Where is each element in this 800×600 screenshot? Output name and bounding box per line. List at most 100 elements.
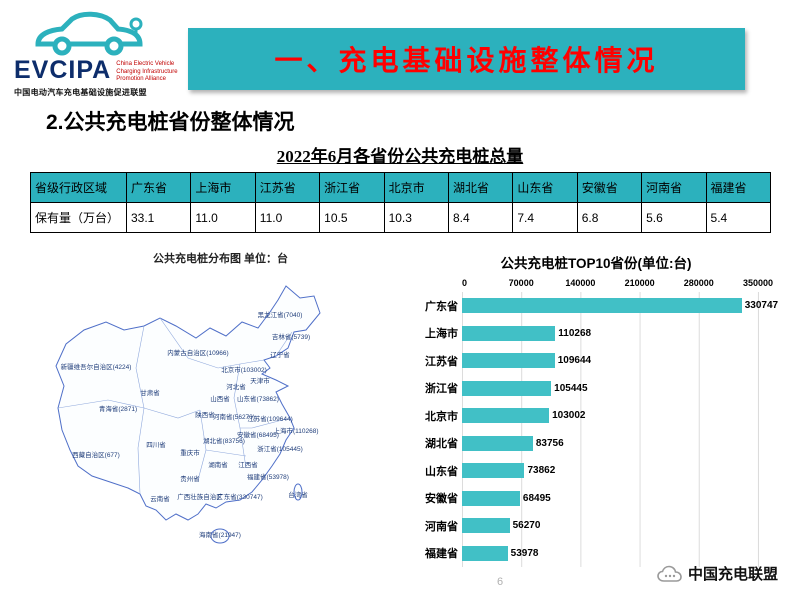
- map-province-label: 贵州省: [180, 475, 200, 483]
- cloud-logo-icon: [657, 565, 682, 582]
- bar-value-label: 110268: [558, 327, 592, 339]
- chart-plot-area: 广东省 330747 上海市 110268 江苏省 109644: [400, 292, 792, 567]
- map-province-label: 台湾省: [288, 491, 308, 499]
- bar-track: 83756: [462, 435, 792, 451]
- china-map-section: 公共充电桩分布图 单位：台: [48, 250, 393, 580]
- table-col-header: 湖北省: [447, 172, 514, 203]
- slide-title-bar: 一、充电基础设施整体情况: [188, 28, 745, 90]
- bar-row: 湖北省 83756: [400, 430, 792, 458]
- section-title: 2.公共充电桩省份整体情况: [46, 111, 295, 134]
- map-province-label: 北京市(103002): [221, 366, 267, 374]
- map-province-label: 海南省(21947): [199, 531, 241, 539]
- map-province-label: 上海市(110268): [273, 427, 319, 435]
- bar-category-label: 上海市: [425, 328, 458, 341]
- logo-chinese-subtitle: 中国电动汽车充电基础设施促进联盟: [14, 87, 147, 97]
- china-map: 黑龙江省(7040) 吉林省(5739) 辽宁省 内蒙古自治区(10966) 北京市(1…: [48, 268, 383, 568]
- bar-category-label: 福建省: [425, 548, 458, 561]
- province-table: 省级行政区域 广东省 上海市 江苏省 浙江省 北京市 湖北省 山东省 安徽省 河…: [30, 172, 772, 233]
- bar-row: 山东省 73862: [400, 457, 792, 485]
- table-col-header: 山东省: [512, 172, 578, 203]
- bar: [462, 463, 525, 479]
- map-province-label: 甘肃省: [140, 389, 160, 397]
- top10-bar-chart: 公共充电桩TOP10省份(单位:台) 0 70000 140000 210000…: [400, 252, 792, 567]
- table-cell: 5.6: [641, 202, 707, 233]
- bar-value-label: 56270: [512, 520, 541, 532]
- map-province-label: 浙江省(105445): [257, 445, 303, 453]
- bar-category-label: 北京市: [425, 410, 458, 423]
- table-cell: 10.3: [383, 202, 449, 233]
- bar-category-label: 浙江省: [425, 383, 458, 396]
- map-province-label: 江西省: [238, 461, 258, 469]
- map-province-label: 安徽省(68495): [237, 431, 279, 439]
- bar-value-label: 83756: [535, 437, 564, 449]
- bar-category-label: 河南省: [425, 520, 458, 533]
- map-province-label: 河南省(56270): [213, 413, 255, 421]
- table-col-header: 浙江省: [319, 172, 385, 203]
- table-header-row: 省级行政区域 广东省 上海市 江苏省 浙江省 北京市 湖北省 山东省 安徽省 河…: [30, 172, 772, 203]
- bar-category-label: 安徽省: [425, 493, 458, 506]
- axis-tick-label: 0: [462, 278, 468, 288]
- table-cell: 5.4: [705, 202, 772, 233]
- bar-track: 103002: [462, 408, 792, 424]
- map-province-label: 河北省: [226, 383, 246, 391]
- bar: [462, 490, 520, 506]
- bar: [462, 298, 742, 314]
- bar-track: 105445: [462, 380, 792, 396]
- bar: [462, 545, 508, 561]
- map-province-label: 山东省(73862): [237, 395, 279, 403]
- bar-category-label: 江苏省: [425, 355, 458, 368]
- table-col-header: 福建省: [705, 172, 772, 203]
- axis-tick-label: 70000: [508, 278, 534, 288]
- map-province-label: 广东省(330747): [217, 493, 263, 501]
- alliance-watermark: 中国充电联盟: [657, 563, 778, 584]
- table-row-label: 保有量（万台）: [30, 202, 127, 233]
- table-col-header: 上海市: [190, 172, 256, 203]
- map-title: 公共充电桩分布图 单位：台: [152, 253, 289, 265]
- map-province-label: 黑龙江省(7040): [257, 311, 303, 319]
- bar: [462, 353, 555, 369]
- map-province-label: 陕西省: [195, 411, 215, 419]
- car-logo-icon: [35, 11, 143, 56]
- map-province-label: 青海省(2871): [98, 405, 138, 413]
- logo-brand-text: EVCIPA: [14, 56, 112, 84]
- bar: [462, 408, 550, 424]
- table-cell: 10.5: [319, 202, 385, 233]
- bar-row: 福建省 53978: [400, 540, 792, 568]
- table-corner-header: 省级行政区域: [30, 172, 127, 203]
- map-province-label: 四川省: [146, 441, 166, 449]
- map-province-label: 重庆市: [180, 449, 200, 457]
- map-province-label: 云南省: [150, 495, 170, 503]
- page-number: 6: [497, 576, 504, 588]
- bar-value-label: 73862: [527, 465, 556, 477]
- bar-row: 河南省 56270: [400, 512, 792, 540]
- table-title: 2022年6月各省份公共充电桩总量: [276, 147, 524, 166]
- map-province-label: 湖南省: [208, 461, 228, 469]
- bar-value-label: 330747: [744, 300, 779, 312]
- bar-track: 68495: [462, 490, 792, 506]
- watermark-text: 中国充电联盟: [687, 566, 778, 583]
- table-data-row: 保有量（万台） 33.1 11.0 11.0 10.5 10.3 8.4 7.4…: [30, 202, 772, 233]
- bar-track: 56270: [462, 518, 792, 534]
- bar-value-label: 109644: [557, 355, 592, 367]
- table-col-header: 广东省: [125, 172, 192, 203]
- bar-row: 安徽省 68495: [400, 485, 792, 513]
- bar-category-label: 广东省: [425, 300, 458, 313]
- bar-track: 53978: [462, 545, 792, 561]
- map-province-label: 广西壮族自治区: [177, 493, 223, 501]
- axis-tick-label: 140000: [565, 278, 596, 288]
- bar-track: 73862: [462, 463, 792, 479]
- map-province-label: 山西省: [210, 395, 230, 403]
- map-province-label: 内蒙古自治区(10966): [167, 349, 229, 357]
- map-province-label: 江苏省(109644): [247, 415, 293, 423]
- table-cell: 8.4: [447, 202, 514, 233]
- map-province-label: 福建省(53978): [247, 473, 289, 481]
- table-cell: 33.1: [125, 202, 192, 233]
- bar-value-label: 53978: [510, 547, 539, 559]
- chart-title: 公共充电桩TOP10省份(单位:台): [500, 256, 692, 271]
- map-province-label: 辽宁省: [270, 351, 290, 359]
- bar: [462, 325, 556, 341]
- bar-value-label: 105445: [554, 382, 588, 394]
- axis-tick-label: 280000: [683, 278, 714, 288]
- map-province-label: 吉林省(5739): [271, 333, 311, 341]
- bar-track: 109644: [462, 353, 792, 369]
